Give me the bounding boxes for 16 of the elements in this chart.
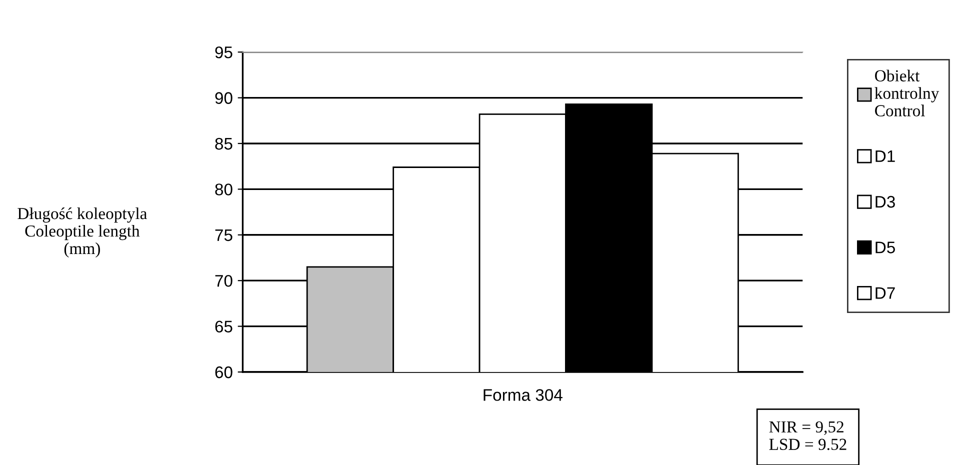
legend-label: D7 bbox=[876, 287, 895, 299]
y-tick-label: 75 bbox=[215, 229, 232, 242]
legend-label: D5 bbox=[876, 242, 895, 254]
y-tick-label: 95 bbox=[215, 46, 232, 58]
legend-label: Obiekt kontrolny Control bbox=[874, 70, 940, 116]
x-tick-label: Forma 304 bbox=[484, 389, 562, 401]
y-tick-label: 90 bbox=[215, 92, 232, 104]
legend-label: D1 bbox=[876, 150, 895, 162]
y-axis-title: Długość koleoptyla Coleoptile length (mm) bbox=[18, 207, 147, 258]
y-tick-label: 65 bbox=[215, 320, 232, 332]
text: NIR = 9,52 LSD = 9.52 bbox=[769, 421, 846, 450]
y-tick-label: 85 bbox=[215, 138, 232, 150]
y-tick-label: 70 bbox=[215, 274, 232, 287]
y-tick-label: 60 bbox=[215, 366, 232, 378]
y-tick-label: 80 bbox=[215, 184, 232, 196]
legend-label: D3 bbox=[876, 196, 895, 208]
